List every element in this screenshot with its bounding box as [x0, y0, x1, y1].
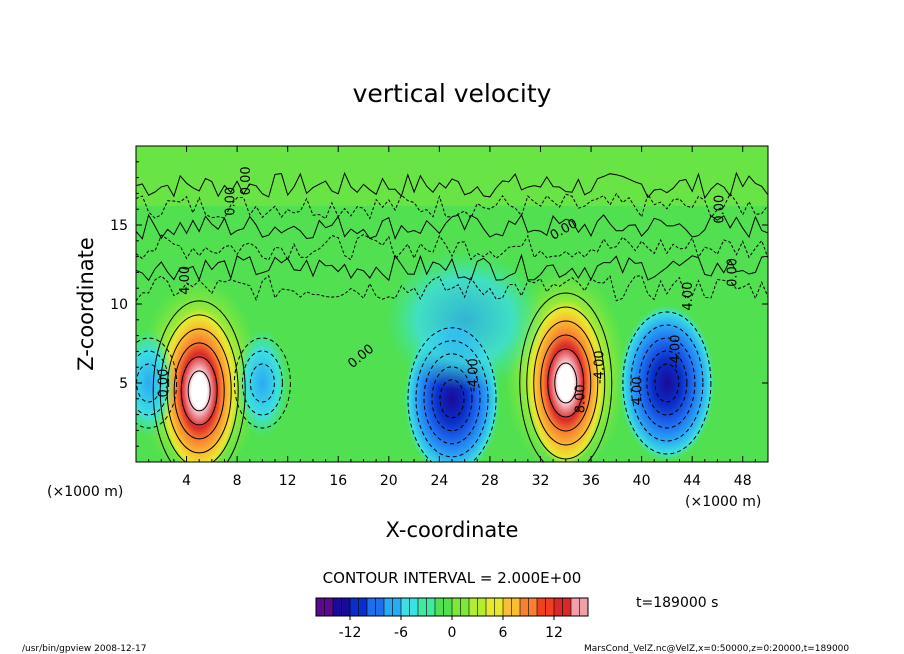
contour-line: [533, 320, 599, 446]
x-axis-unit-right: (×1000 m): [685, 494, 761, 510]
contour-label: 4.00: [631, 376, 646, 405]
contour-line: [187, 370, 211, 412]
contour-lines: [136, 171, 768, 462]
contour-line: [407, 327, 497, 462]
contour-line: [166, 328, 232, 454]
contour-label: -4.00: [466, 358, 481, 392]
contour-label: 0.00: [157, 369, 172, 398]
contour-line: [180, 356, 218, 426]
contour-label: 0.00: [224, 187, 239, 216]
x-tick-label: 40: [633, 473, 651, 489]
downdraft-region: [236, 328, 289, 438]
contour-label: 0.00: [713, 195, 728, 224]
x-axis-ticks: 4 8 12 16 20 24 28 32 36 40 44 48: [148, 146, 756, 489]
updraft-core: [161, 308, 238, 462]
contour-line: [136, 350, 170, 416]
contour-label: 0.00: [725, 258, 740, 287]
contour-line: [630, 324, 704, 442]
contour-line: [622, 311, 712, 455]
contour-line: [638, 337, 696, 429]
contour-line: [136, 213, 768, 240]
contour-line: [431, 366, 473, 432]
updraft-core: [527, 301, 604, 462]
x-tick-label: 36: [582, 473, 600, 489]
contour-line: [439, 379, 465, 419]
colorbar-tick-label: 12: [545, 625, 563, 641]
contour-line: [423, 353, 481, 445]
chart-title: vertical velocity: [353, 79, 552, 108]
y-tick-label: 10: [110, 297, 128, 313]
contour-label: 8.00: [574, 384, 589, 413]
contour-line: [136, 274, 768, 302]
contour-line: [547, 348, 585, 418]
colorbar-tick-label: 0: [448, 625, 457, 641]
x-tick-label: 4: [182, 473, 191, 489]
footer-right: MarsCond_VelZ.nc@VelZ,x=0:50000,z=0:2000…: [584, 644, 849, 654]
y-tick-label: 15: [110, 218, 128, 234]
x-tick-label: 16: [329, 473, 347, 489]
x-tick-label: 20: [380, 473, 398, 489]
contour-line: [554, 362, 578, 404]
x-tick-label: 48: [734, 473, 752, 489]
downdraft-region: [618, 305, 715, 461]
contour-line: [136, 192, 768, 220]
x-tick-label: 24: [430, 473, 448, 489]
contour-line: [173, 342, 225, 440]
x-tick-label: 28: [481, 473, 499, 489]
colorbar-ticks: -12 -6 0 6 12: [339, 616, 563, 641]
footer-left: /usr/bin/gpview 2008-12-17: [22, 644, 146, 654]
contour-line: [159, 314, 239, 462]
contour-interval: CONTOUR INTERVAL = 2.000E+00: [323, 569, 582, 587]
plot-area: [136, 146, 768, 462]
colorbar-tick-label: 6: [499, 625, 508, 641]
x-tick-label: 12: [279, 473, 297, 489]
contour-line: [136, 253, 768, 282]
contour-line: [136, 234, 768, 261]
contour-line: [241, 350, 283, 416]
contour-label: 0.00: [239, 166, 254, 195]
x-tick-label: 44: [683, 473, 701, 489]
x-tick-label: 32: [532, 473, 550, 489]
y-axis-label: Z-coordinate: [74, 237, 98, 371]
contour-line: [415, 340, 489, 458]
contour-label: -4.00: [593, 350, 608, 384]
contour-line: [136, 171, 768, 200]
contour-line: [233, 337, 291, 429]
x-tick-label: 8: [233, 473, 242, 489]
colorbar-tick-label: -6: [394, 625, 408, 641]
contour-label: -4.00: [669, 335, 684, 369]
contour-line: [519, 292, 613, 462]
contour-line: [152, 300, 246, 462]
x-axis-unit-left: (×1000 m): [47, 484, 123, 500]
contour-label: 4.00: [681, 282, 696, 311]
colorbar: [315, 597, 589, 617]
y-axis-ticks: 5 10 15: [110, 161, 768, 447]
contour-line: [646, 350, 688, 416]
colorbar-tick-label: -12: [339, 625, 362, 641]
y-tick-label: 5: [119, 376, 128, 392]
downdraft-region: [384, 249, 545, 390]
contour-label: 4.00: [178, 266, 193, 295]
contour-line: [654, 363, 680, 403]
contour-line: [136, 337, 178, 429]
contour-line: [540, 334, 592, 432]
time-label: t=189000 s: [636, 595, 718, 611]
contour-line: [249, 363, 275, 403]
x-axis-label: X-coordinate: [386, 518, 519, 542]
